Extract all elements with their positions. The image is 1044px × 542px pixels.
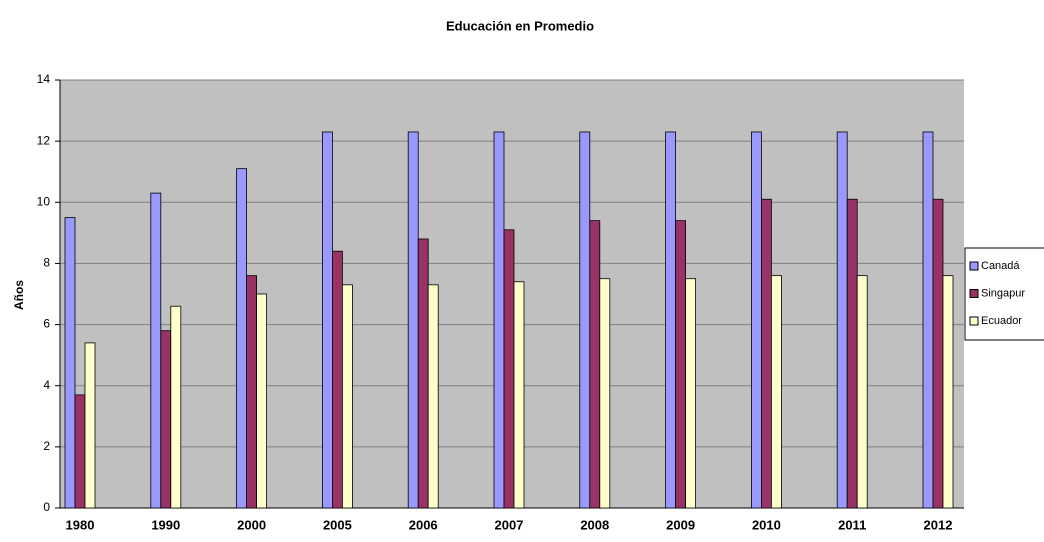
legend-swatch xyxy=(969,261,979,271)
y-tick-label: 14 xyxy=(37,72,51,86)
y-tick-label: 6 xyxy=(43,317,50,331)
x-tick-label: 2000 xyxy=(237,517,266,532)
y-tick-label: 12 xyxy=(37,133,51,147)
bar xyxy=(493,131,505,509)
legend-label: Ecuador xyxy=(981,315,1022,327)
bar xyxy=(771,275,782,509)
bar xyxy=(331,250,343,509)
bar xyxy=(417,238,429,509)
bar xyxy=(503,229,515,509)
bar xyxy=(170,305,182,509)
bar xyxy=(74,394,86,509)
bar xyxy=(513,281,525,509)
legend-label: Singapur xyxy=(981,287,1025,299)
y-tick-label: 10 xyxy=(37,194,51,208)
x-tick-label: 2009 xyxy=(666,517,695,532)
bar xyxy=(427,284,439,509)
bar xyxy=(321,131,333,509)
x-tick-label: 1990 xyxy=(151,517,180,532)
y-tick-label: 4 xyxy=(43,378,50,392)
y-tick-label: 0 xyxy=(43,500,50,514)
bar xyxy=(836,131,848,509)
bar xyxy=(942,275,954,509)
bar xyxy=(64,217,76,509)
bar xyxy=(589,220,601,509)
bar xyxy=(407,131,419,509)
x-tick-label: 2008 xyxy=(580,517,609,532)
bar xyxy=(685,278,696,509)
x-tick-label: 2012 xyxy=(924,517,953,532)
bar xyxy=(675,220,686,509)
bar xyxy=(236,168,248,509)
legend-swatch xyxy=(969,316,979,326)
x-tick-label: 2006 xyxy=(409,517,438,532)
bar xyxy=(846,198,858,509)
bar xyxy=(922,131,934,509)
x-tick-label: 2010 xyxy=(752,517,781,532)
bar xyxy=(579,131,591,509)
bar xyxy=(751,131,762,509)
x-tick-label: 2007 xyxy=(495,517,524,532)
bar xyxy=(84,342,96,509)
bar xyxy=(599,278,611,509)
y-tick-label: 8 xyxy=(43,256,50,270)
bar xyxy=(932,198,944,509)
bar xyxy=(856,275,868,509)
y-axis-label: Años xyxy=(12,280,26,310)
bar xyxy=(160,330,172,509)
x-tick-label: 1980 xyxy=(66,517,95,532)
bar xyxy=(150,192,162,509)
chart-title: Educación en Promedio xyxy=(446,18,594,33)
bar xyxy=(761,198,772,509)
x-tick-label: 2011 xyxy=(838,517,866,532)
bar xyxy=(246,275,258,509)
legend-label: Canadá xyxy=(981,260,1020,272)
bar xyxy=(256,293,268,509)
x-tick-label: 2005 xyxy=(323,517,352,532)
y-tick-label: 2 xyxy=(43,439,50,453)
legend-swatch xyxy=(969,289,979,298)
bar xyxy=(341,284,353,509)
bar xyxy=(665,131,676,509)
